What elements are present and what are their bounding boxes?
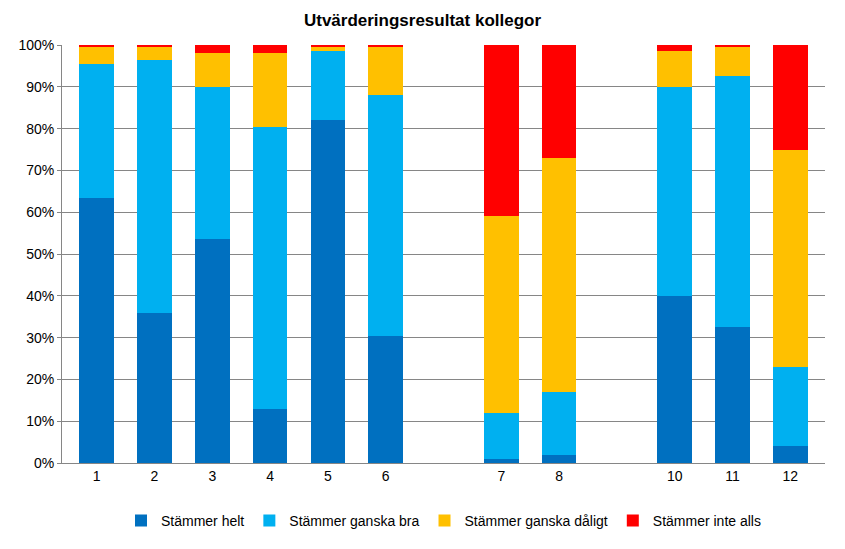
svg-text:2: 2 bbox=[151, 468, 159, 484]
svg-text:1: 1 bbox=[93, 468, 101, 484]
svg-text:30%: 30% bbox=[26, 330, 54, 346]
svg-text:60%: 60% bbox=[26, 204, 54, 220]
svg-text:40%: 40% bbox=[26, 288, 54, 304]
svg-text:20%: 20% bbox=[26, 371, 54, 387]
svg-text:90%: 90% bbox=[26, 79, 54, 95]
svg-text:100%: 100% bbox=[18, 37, 54, 53]
svg-text:Utvärderingsresultat kollegor: Utvärderingsresultat kollegor bbox=[304, 11, 542, 30]
svg-text:Stämmer ganska dåligt: Stämmer ganska dåligt bbox=[465, 513, 608, 529]
svg-text:11: 11 bbox=[725, 468, 740, 484]
svg-text:3: 3 bbox=[208, 468, 216, 484]
svg-text:10: 10 bbox=[667, 468, 683, 484]
svg-text:8: 8 bbox=[555, 468, 563, 484]
svg-text:12: 12 bbox=[783, 468, 799, 484]
svg-text:50%: 50% bbox=[26, 246, 54, 262]
svg-text:5: 5 bbox=[324, 468, 332, 484]
svg-text:70%: 70% bbox=[26, 162, 54, 178]
svg-text:0%: 0% bbox=[34, 455, 54, 471]
svg-text:Stämmer ganska bra: Stämmer ganska bra bbox=[289, 513, 419, 529]
svg-text:6: 6 bbox=[382, 468, 390, 484]
svg-text:10%: 10% bbox=[26, 413, 54, 429]
svg-text:Stämmer inte alls: Stämmer inte alls bbox=[653, 513, 761, 529]
svg-text:7: 7 bbox=[497, 468, 505, 484]
svg-text:80%: 80% bbox=[26, 121, 54, 137]
svg-text:Stämmer helt: Stämmer helt bbox=[161, 513, 244, 529]
svg-text:4: 4 bbox=[266, 468, 274, 484]
